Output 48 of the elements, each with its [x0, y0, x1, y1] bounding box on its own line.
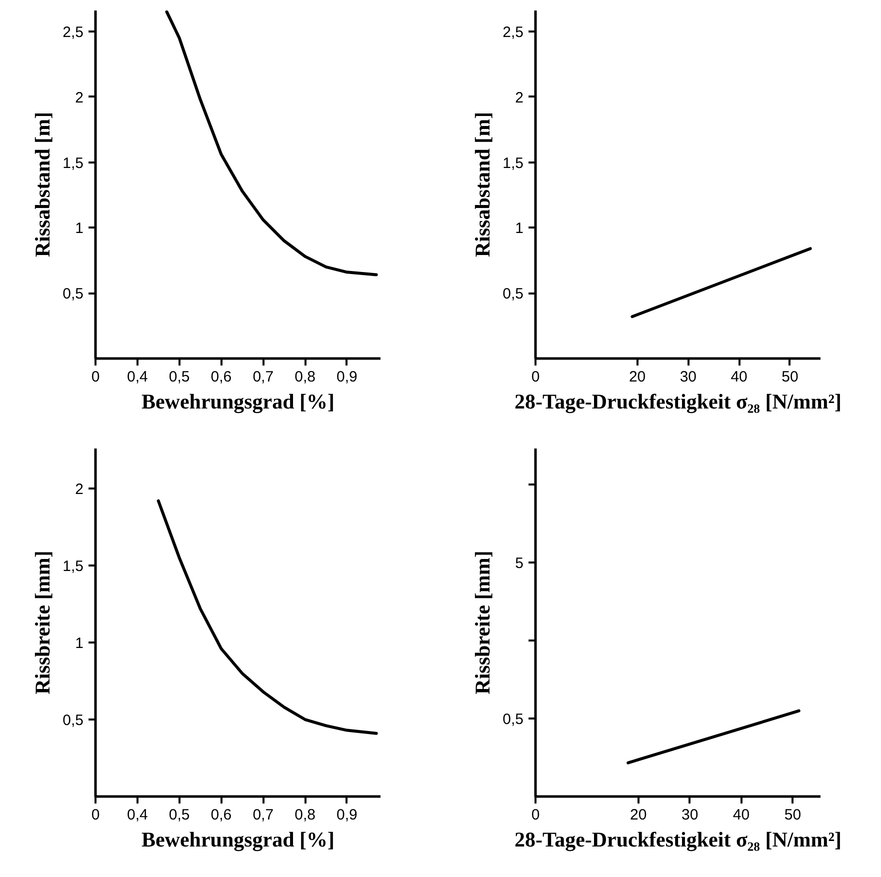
- x-tick-label: 0,8: [294, 368, 316, 386]
- y-tick-label: 1: [75, 635, 84, 652]
- y-tick-label: 1,5: [62, 558, 84, 576]
- x-tick-label: 0,7: [252, 806, 274, 824]
- x-axis-title: Bewehrungsgrad [%]: [141, 828, 335, 852]
- x-tick-label: 0,4: [126, 368, 148, 386]
- y-tick-label: 2: [75, 481, 84, 498]
- x-tick-label: 0,9: [336, 806, 358, 824]
- x-tick-label: 0,9: [336, 368, 358, 386]
- x-tick-label: 0,8: [294, 806, 316, 824]
- x-tick-label: 0: [91, 368, 100, 386]
- y-tick-label: 0,5: [502, 711, 524, 728]
- x-tick-label: 50: [782, 368, 798, 386]
- y-tick-label: 0,5: [502, 286, 524, 303]
- x-tick-label: 0,4: [126, 806, 148, 824]
- y-tick-label: 0,5: [62, 712, 84, 730]
- x-tick-label: 0,6: [210, 368, 232, 386]
- y-axis-title: Rissbreite [mm]: [30, 550, 55, 694]
- y-tick-label: 1: [75, 220, 84, 238]
- y-axis-title: Rissabstand [m]: [30, 112, 55, 258]
- y-axis-title: Rissbreite [mm]: [470, 550, 495, 694]
- x-tick-label: 50: [784, 806, 802, 824]
- y-tick-label: 5: [515, 555, 524, 572]
- y-tick-label: 0,5: [62, 286, 84, 303]
- y-tick-label: 2: [75, 89, 84, 106]
- x-axis-title: 28-Tage-Druckfestigkeit σ₂₈ [N/mm²]: [514, 390, 842, 414]
- x-axis-title: Bewehrungsgrad [%]: [141, 390, 335, 414]
- y-axis-title: Rissabstand [m]: [470, 112, 495, 258]
- y-tick-label: 2,5: [502, 24, 524, 41]
- x-tick-label: 0: [531, 806, 540, 824]
- x-tick-label: 0,5: [168, 806, 190, 824]
- y-tick-label: 1,5: [62, 154, 84, 172]
- x-tick-label: 0: [531, 368, 540, 386]
- x-axis-title: 28-Tage-Druckfestigkeit σ₂₈ [N/mm²]: [514, 828, 842, 852]
- x-tick-label: 30: [680, 368, 697, 386]
- x-tick-label: 20: [628, 368, 646, 386]
- y-tick-label: 2: [515, 89, 524, 106]
- x-tick-label: 40: [732, 806, 750, 824]
- x-tick-label: 0: [91, 806, 100, 824]
- x-tick-label: 30: [681, 806, 698, 824]
- y-tick-label: 1: [515, 220, 524, 238]
- y-tick-label: 1,5: [502, 154, 524, 172]
- x-tick-label: 40: [730, 368, 748, 386]
- x-tick-label: 0,7: [252, 368, 274, 386]
- x-tick-label: 20: [630, 806, 647, 824]
- x-tick-label: 0,5: [168, 368, 190, 386]
- y-tick-label: 2,5: [62, 24, 84, 41]
- x-tick-label: 0,6: [210, 806, 232, 824]
